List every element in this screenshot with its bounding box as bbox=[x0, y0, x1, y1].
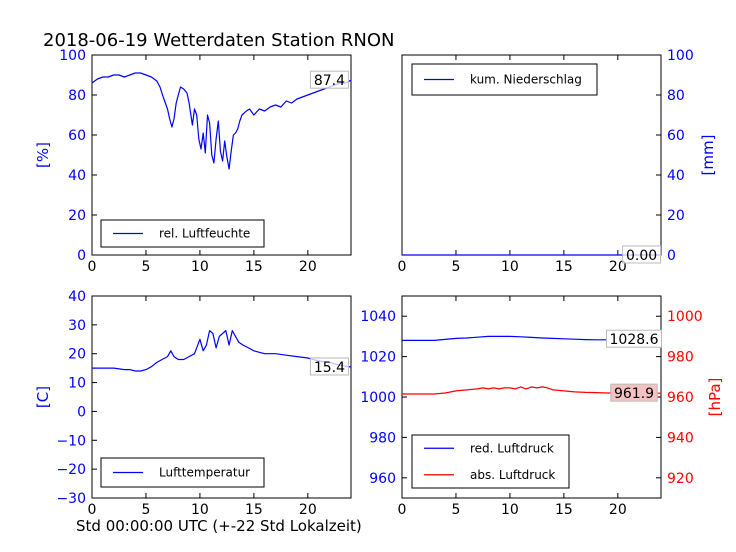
series-line-1 bbox=[91, 72, 352, 170]
y-tick-label-right: 980 bbox=[667, 350, 694, 366]
x-tick-label: 5 bbox=[141, 502, 150, 518]
y-tick-label: 1000 bbox=[360, 390, 396, 406]
value-annotation-box bbox=[606, 329, 663, 348]
x-tick-label: 15 bbox=[245, 259, 263, 275]
y-tick-label: 20 bbox=[68, 347, 86, 363]
y-axis-label: [C] bbox=[34, 386, 52, 408]
x-tick-label: 10 bbox=[501, 259, 519, 275]
x-axis-label: Std 00:00:00 UTC (+-22 Std Lokalzeit) bbox=[76, 517, 362, 535]
subplot-1: 0 5 10 15 20 0 20 40 60 80 100 [%] 87.4 rel. Luftfeuc… bbox=[34, 48, 352, 275]
value-annotation: 87.4 bbox=[314, 73, 345, 89]
y-tick-label: 20 bbox=[667, 208, 685, 224]
y-tick-label: 980 bbox=[369, 430, 396, 446]
value-annotation-box bbox=[610, 383, 658, 402]
x-tick-label: 10 bbox=[191, 259, 209, 275]
legend-box bbox=[100, 457, 265, 488]
y-tick-label: 100 bbox=[667, 48, 694, 64]
x-tick-label: 5 bbox=[451, 259, 460, 275]
y-tick-label-right: 960 bbox=[667, 390, 694, 406]
y-axis-label: [mm] bbox=[699, 135, 717, 176]
y-tick-label: 10 bbox=[68, 376, 86, 392]
x-tick-label: 0 bbox=[398, 502, 407, 518]
y-tick-label: 80 bbox=[667, 88, 685, 104]
y-tick-label: 60 bbox=[68, 128, 86, 144]
legend-label: abs. Luftdruck bbox=[470, 468, 555, 482]
y-tick-label: −30 bbox=[56, 491, 86, 507]
y-tick-label: 40 bbox=[68, 289, 86, 305]
x-tick-label: 5 bbox=[141, 259, 150, 275]
x-tick-label: 15 bbox=[245, 502, 263, 518]
value-annotation-box bbox=[309, 70, 349, 89]
y-tick-label: 20 bbox=[68, 208, 86, 224]
legend-label: red. Luftdruck bbox=[470, 441, 554, 455]
y-tick-label-right: 920 bbox=[667, 471, 694, 487]
plot-frame bbox=[91, 295, 352, 499]
y-tick-label: 60 bbox=[667, 128, 685, 144]
subplot-3: 0 5 10 15 20 −30 −20 −10 0 10 20 30 40 [C] 15.4 Lufttem… bbox=[34, 289, 352, 518]
y-tick-label: 1040 bbox=[360, 309, 396, 325]
x-tick-label: 0 bbox=[88, 502, 97, 518]
x-tick-label: 20 bbox=[299, 502, 317, 518]
y-tick-label: −20 bbox=[56, 462, 86, 478]
y-tick-label: 100 bbox=[59, 48, 86, 64]
x-tick-label: 15 bbox=[555, 502, 573, 518]
x-tick-label: 20 bbox=[609, 502, 627, 518]
x-tick-label: 5 bbox=[451, 502, 460, 518]
y-tick-label: 40 bbox=[68, 168, 86, 184]
y-tick-label: 0 bbox=[77, 404, 86, 420]
y-tick-label-right: 940 bbox=[667, 430, 694, 446]
x-tick-label: 0 bbox=[398, 259, 407, 275]
legend: kum. Niederschlag bbox=[411, 63, 598, 96]
x-tick-label: 20 bbox=[299, 259, 317, 275]
legend-label: kum. Niederschlag bbox=[470, 73, 582, 87]
y-tick-label: 1020 bbox=[360, 350, 396, 366]
legend: rel. Luftfeuchte bbox=[100, 219, 265, 248]
x-tick-label: 10 bbox=[501, 502, 519, 518]
plot-frame bbox=[91, 54, 352, 256]
y-tick-label: 40 bbox=[667, 168, 685, 184]
legend: red. Luftdruck abs. Luftdruck bbox=[411, 434, 570, 489]
subplot-4: 0 5 10 15 20 960 980 1000 1020 1040 920 940 960 980 10… bbox=[360, 295, 724, 518]
value-annotation: 15.4 bbox=[314, 360, 345, 376]
y-axis-label: [%] bbox=[34, 142, 52, 168]
legend-box bbox=[411, 434, 570, 489]
y-tick-label: −10 bbox=[56, 433, 86, 449]
y-tick-label: 0 bbox=[77, 248, 86, 264]
y-tick-label: 80 bbox=[68, 88, 86, 104]
legend: Lufttemperatur bbox=[100, 457, 265, 488]
legend-label: rel. Luftfeuchte bbox=[159, 227, 250, 241]
y-tick-label: 30 bbox=[68, 318, 86, 334]
x-tick-label: 10 bbox=[191, 502, 209, 518]
y-tick-label: 960 bbox=[369, 471, 396, 487]
y-tick-label-right: 1000 bbox=[667, 309, 703, 325]
x-tick-label: 15 bbox=[555, 259, 573, 275]
value-annotation-box bbox=[309, 357, 349, 376]
value-annotation-box bbox=[622, 245, 662, 264]
figure-title: 2018-06-19 Wetterdaten Station RNON bbox=[43, 30, 395, 51]
y-axis-label-right: [hPa] bbox=[706, 378, 724, 417]
value-annotation: 1028.6 bbox=[610, 332, 659, 348]
series-line-1 bbox=[92, 330, 352, 372]
value-annotation: 0.00 bbox=[626, 248, 657, 264]
x-tick-label: 0 bbox=[88, 259, 97, 275]
value-annotation: 961.9 bbox=[614, 386, 654, 402]
legend-label: Lufttemperatur bbox=[159, 466, 250, 480]
y-tick-label: 0 bbox=[667, 248, 676, 264]
series-line-2 bbox=[402, 386, 661, 395]
